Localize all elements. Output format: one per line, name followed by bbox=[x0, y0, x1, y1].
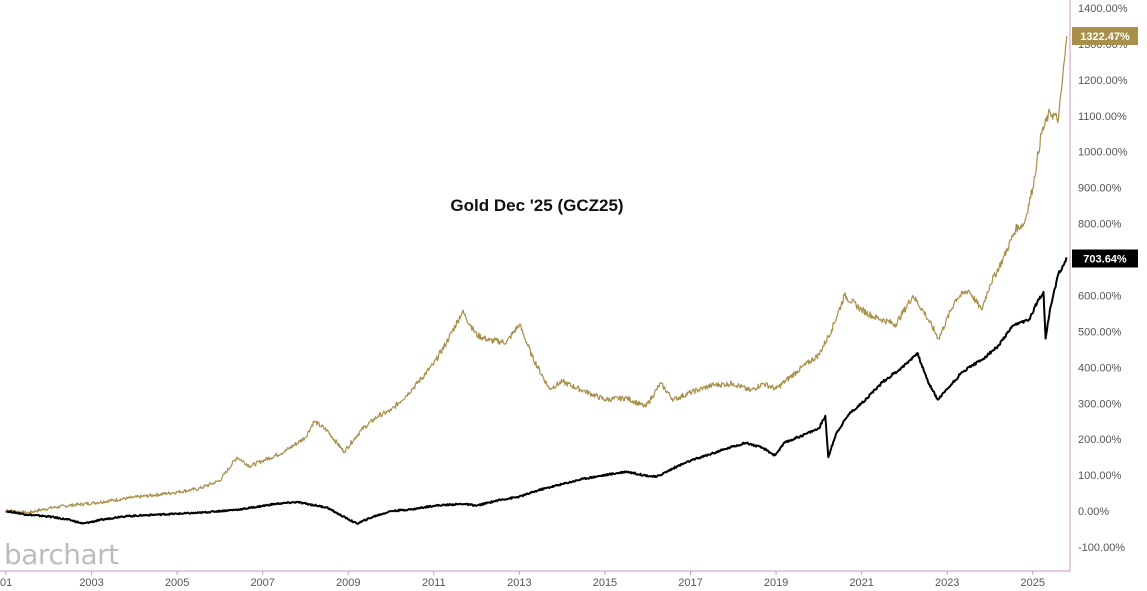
x-tick-label: 2011 bbox=[422, 577, 446, 589]
y-tick-label: 1000.00% bbox=[1078, 147, 1128, 159]
y-tick-label: 300.00% bbox=[1078, 398, 1122, 410]
last-value-label-1: 703.64% bbox=[1083, 254, 1127, 266]
x-tick-label: 2003 bbox=[79, 577, 103, 589]
barchart-watermark: barchart bbox=[4, 538, 119, 571]
series-line-1 bbox=[5, 257, 1068, 525]
last-value-badges: 1322.47% 703.64% bbox=[1072, 27, 1138, 268]
y-tick-label: 1100.00% bbox=[1078, 111, 1127, 123]
x-axis-ticks: 01 2003 2005 2007 2009 2011 2013 2015 2017 2019 20… bbox=[0, 571, 1045, 589]
y-tick-label: 600.00% bbox=[1078, 291, 1122, 303]
x-tick-label: 2015 bbox=[593, 577, 617, 589]
x-tick-label: 2025 bbox=[1021, 577, 1045, 589]
x-tick-label: 2021 bbox=[849, 577, 873, 589]
y-tick-label: 400.00% bbox=[1078, 362, 1122, 374]
y-tick-label: -100.00% bbox=[1078, 542, 1125, 554]
y-tick-label: 1400.00% bbox=[1078, 3, 1128, 15]
x-tick-label: 2023 bbox=[935, 577, 959, 589]
last-value-label-0: 1322.47% bbox=[1080, 31, 1130, 43]
y-tick-label: 100.00% bbox=[1078, 470, 1122, 482]
x-tick-label: 2005 bbox=[165, 577, 189, 589]
y-tick-label: 0.00% bbox=[1078, 506, 1109, 518]
x-tick-label: 2009 bbox=[336, 577, 360, 589]
series-line-0 bbox=[5, 35, 1068, 515]
y-tick-label: 1200.00% bbox=[1078, 75, 1128, 87]
x-tick-label: 2019 bbox=[764, 577, 788, 589]
x-tick-label: 2007 bbox=[250, 577, 274, 589]
x-tick-label: 2017 bbox=[678, 577, 702, 589]
y-tick-label: 200.00% bbox=[1078, 434, 1122, 446]
x-tick-label: 01 bbox=[0, 577, 12, 589]
series-layer bbox=[5, 35, 1068, 525]
last-value-badge-1 bbox=[1072, 249, 1138, 268]
chart-title: Gold Dec '25 (GCZ25) bbox=[450, 196, 623, 215]
y-tick-label: 500.00% bbox=[1078, 326, 1122, 338]
y-axis-ticks: 1400.00%1300.00%1200.00%1100.00%1000.00%… bbox=[1078, 3, 1128, 554]
x-tick-label: 2013 bbox=[507, 577, 531, 589]
last-value-badge-0 bbox=[1072, 27, 1138, 45]
y-tick-label: 900.00% bbox=[1078, 183, 1122, 195]
y-tick-label: 800.00% bbox=[1078, 219, 1122, 231]
